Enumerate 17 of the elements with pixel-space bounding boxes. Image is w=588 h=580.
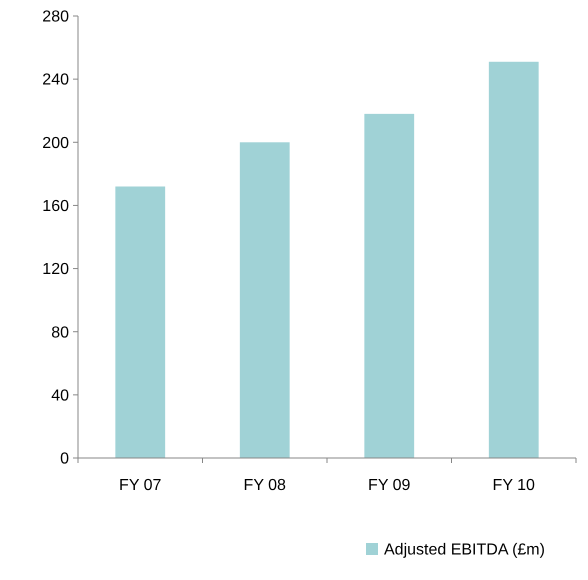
y-tick-label: 120 xyxy=(42,261,70,278)
y-tick-label: 80 xyxy=(51,324,70,342)
y-tick-label: 40 xyxy=(51,387,70,404)
bar xyxy=(115,186,166,458)
bar xyxy=(240,142,290,458)
bar xyxy=(488,62,539,458)
x-tick-label: FY 08 xyxy=(244,477,286,494)
y-tick-label: 280 xyxy=(42,8,70,26)
x-tick-label: FY 10 xyxy=(492,477,536,494)
x-tick-label: FY 07 xyxy=(119,477,162,494)
bar xyxy=(364,114,414,458)
y-tick-label: 160 xyxy=(42,198,70,216)
x-tick-label: FY 09 xyxy=(368,477,411,494)
y-tick-label: 200 xyxy=(42,134,70,152)
legend-label: Adjusted EBITDA (£m) xyxy=(384,542,545,559)
y-tick-label: 240 xyxy=(42,72,70,89)
y-tick-label: 0 xyxy=(60,450,70,468)
